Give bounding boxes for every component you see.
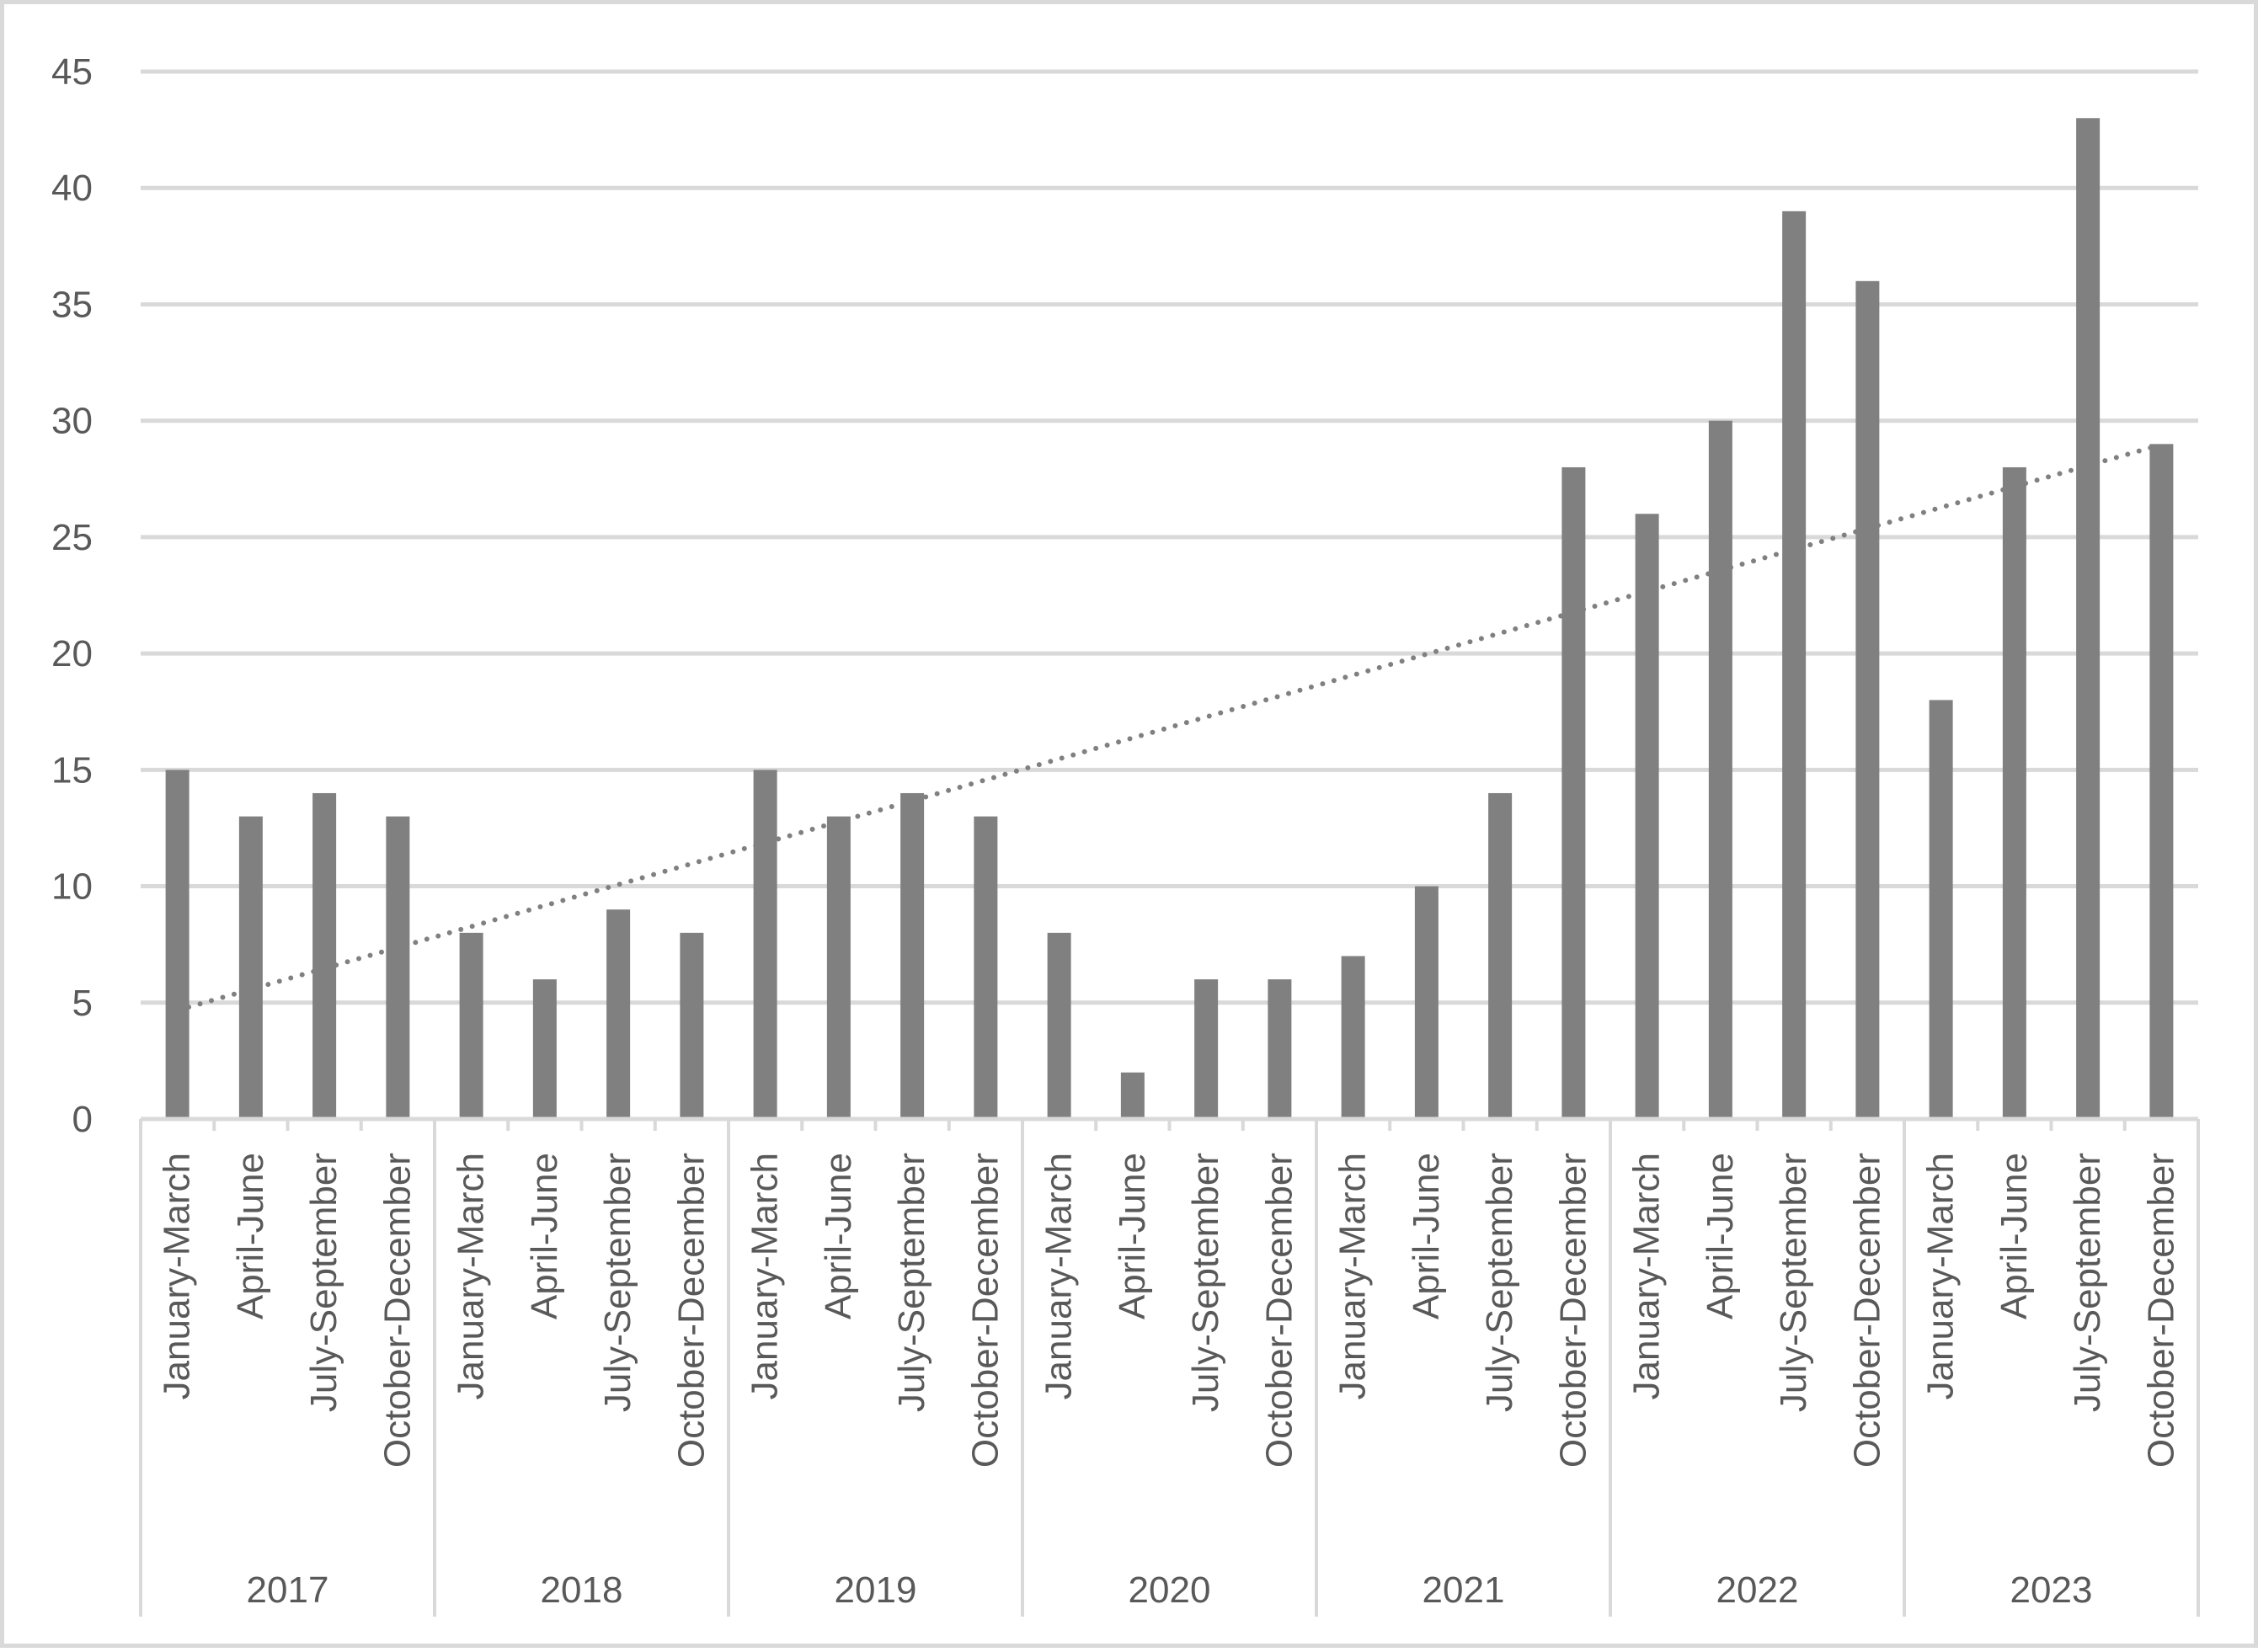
bar-2020-April-June bbox=[1120, 1072, 1145, 1119]
category-label: July-September bbox=[2067, 1153, 2108, 1412]
bar-chart: 0 5 10 15 20 25 30 35 40 45 January-March April-Ju… bbox=[51, 51, 2200, 1617]
y-tick-label-35: 35 bbox=[51, 284, 93, 325]
y-tick-label-5: 5 bbox=[72, 983, 93, 1024]
bar-2022-October-December bbox=[1855, 280, 1880, 1119]
bar-2023-October-December bbox=[2149, 444, 2174, 1119]
year-label-2023: 2023 bbox=[2010, 1569, 2093, 1611]
category-label: April-June bbox=[230, 1153, 271, 1319]
bar-2020-January-March bbox=[1047, 932, 1071, 1119]
year-label-2022: 2022 bbox=[1716, 1569, 1799, 1611]
bar-2021-April-June bbox=[1414, 886, 1439, 1119]
bar-2023-April-June bbox=[2002, 466, 2026, 1119]
y-tick-label-30: 30 bbox=[51, 401, 93, 442]
bar-2018-October-December bbox=[680, 932, 704, 1119]
bar-2020-October-December bbox=[1268, 979, 1292, 1119]
bar-2017-January-March bbox=[165, 770, 190, 1119]
year-label-2020: 2020 bbox=[1129, 1569, 1211, 1611]
y-tick-label-10: 10 bbox=[51, 866, 93, 908]
category-label: July-September bbox=[1773, 1153, 1814, 1412]
category-label: January-March bbox=[1332, 1153, 1374, 1399]
bar-2022-July-September bbox=[1782, 210, 1807, 1119]
bar-2017-October-December bbox=[386, 816, 410, 1119]
bar-2019-October-December bbox=[974, 816, 998, 1119]
category-label: April-June bbox=[1700, 1153, 1741, 1319]
y-axis-ticks: 0 5 10 15 20 25 30 35 40 45 bbox=[51, 51, 93, 1140]
category-label: October-December bbox=[1846, 1153, 1887, 1468]
trendline bbox=[174, 442, 2165, 1013]
bar-2017-April-June bbox=[238, 816, 263, 1119]
category-label: January-March bbox=[451, 1153, 492, 1399]
year-group-labels: 2017 2018 2019 2020 2021 2022 2023 bbox=[247, 1569, 2093, 1611]
year-label-2019: 2019 bbox=[835, 1569, 917, 1611]
y-tick-label-20: 20 bbox=[51, 633, 93, 674]
category-label: October-December bbox=[964, 1153, 1006, 1468]
category-label: April-June bbox=[818, 1153, 859, 1319]
category-label: July-September bbox=[597, 1153, 638, 1412]
year-label-2017: 2017 bbox=[247, 1569, 329, 1611]
category-label: January-March bbox=[157, 1153, 198, 1399]
bar-2023-January-March bbox=[1929, 700, 1953, 1119]
category-label: January-March bbox=[1038, 1153, 1080, 1399]
bar-2018-January-March bbox=[459, 932, 483, 1119]
x-axis bbox=[139, 1116, 2200, 1617]
bar-2017-July-September bbox=[312, 792, 337, 1119]
category-label: January-March bbox=[1920, 1153, 1962, 1399]
y-tick-label-25: 25 bbox=[51, 517, 93, 558]
bars bbox=[165, 118, 2174, 1120]
bar-2022-January-March bbox=[1635, 514, 1659, 1119]
category-label: July-September bbox=[303, 1153, 344, 1412]
bar-2022-April-June bbox=[1708, 420, 1732, 1120]
category-label: October-December bbox=[1258, 1153, 1300, 1468]
category-label: April-June bbox=[1994, 1153, 2035, 1319]
bar-2018-April-June bbox=[532, 979, 557, 1119]
category-label: April-June bbox=[524, 1153, 565, 1319]
y-tick-label-45: 45 bbox=[51, 51, 93, 93]
category-labels: January-March April-June July-September Oct… bbox=[157, 1153, 2182, 1468]
bar-2021-July-September bbox=[1488, 792, 1513, 1119]
category-label: October-December bbox=[376, 1153, 418, 1468]
year-label-2018: 2018 bbox=[541, 1569, 623, 1611]
category-label: July-September bbox=[1185, 1153, 1226, 1412]
bar-2018-July-September bbox=[606, 909, 631, 1119]
category-label: July-September bbox=[1479, 1153, 1520, 1412]
trendline-layer bbox=[174, 442, 2165, 1013]
bar-2019-April-June bbox=[826, 816, 851, 1119]
category-label: October-December bbox=[1552, 1153, 1593, 1468]
category-label: October-December bbox=[2140, 1153, 2181, 1468]
category-label: April-June bbox=[1406, 1153, 1447, 1319]
y-tick-label-40: 40 bbox=[51, 168, 93, 209]
y-tick-label-15: 15 bbox=[51, 749, 93, 791]
category-label: January-March bbox=[1626, 1153, 1668, 1399]
category-label: October-December bbox=[670, 1153, 712, 1468]
bar-2020-July-September bbox=[1194, 979, 1219, 1119]
category-label: July-September bbox=[891, 1153, 932, 1412]
year-label-2021: 2021 bbox=[1423, 1569, 1505, 1611]
category-label: April-June bbox=[1112, 1153, 1153, 1319]
bar-2019-January-March bbox=[753, 770, 777, 1119]
y-tick-label-0: 0 bbox=[72, 1099, 93, 1140]
bar-2021-January-March bbox=[1341, 956, 1365, 1119]
bar-2019-July-September bbox=[900, 792, 925, 1119]
bar-2021-October-December bbox=[1561, 466, 1586, 1119]
category-label: January-March bbox=[745, 1153, 786, 1399]
gridlines bbox=[141, 69, 2198, 1005]
bar-2023-July-September bbox=[2076, 118, 2101, 1119]
